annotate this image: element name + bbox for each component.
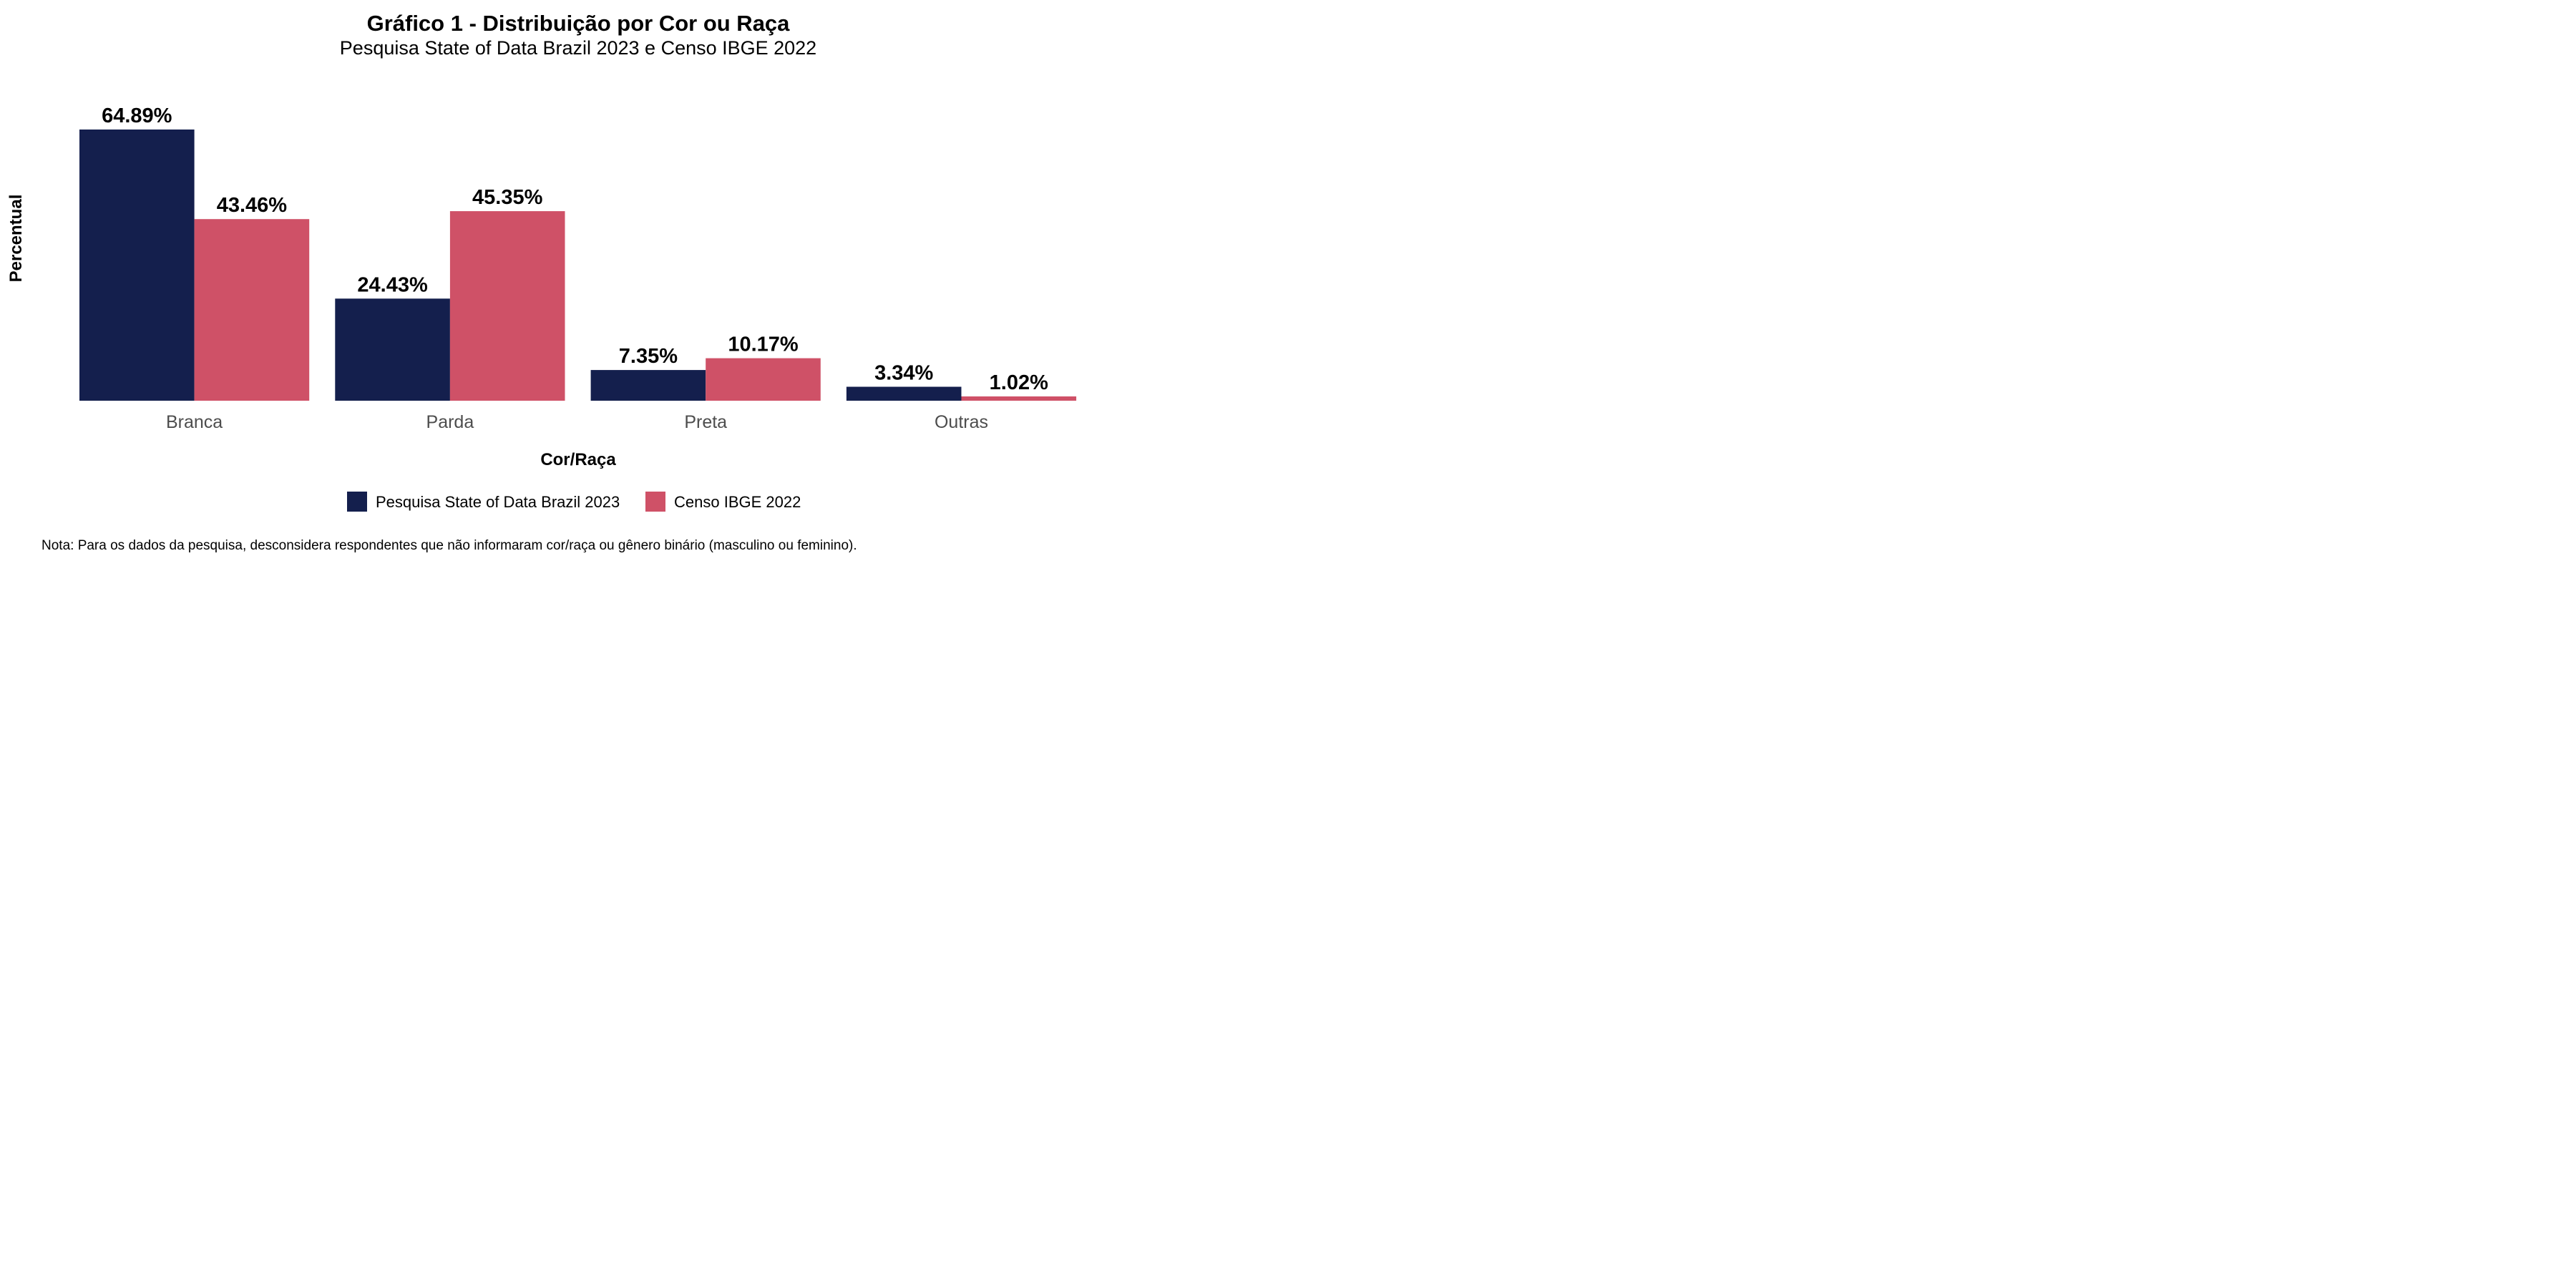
bar-chart: Gráfico 1 - Distribuição por Cor ou Raça… <box>6 11 1077 553</box>
bar-value-label: 24.43% <box>357 273 428 296</box>
bar-outras-series-1 <box>846 386 962 401</box>
bar-parda-series-1 <box>335 298 450 401</box>
bar-value-label: 45.35% <box>472 186 543 209</box>
bar-labels-group: 64.89% 43.46% 24.43% 45.35% 7.35% 10.17% 3.34%… <box>102 104 1048 394</box>
legend-label-series-2: Censo IBGE 2022 <box>674 493 801 511</box>
x-tick-label: Parda <box>426 412 474 432</box>
chart-note: Nota: Para os dados da pesquisa, descons… <box>42 538 857 553</box>
x-tick-label: Preta <box>684 412 727 432</box>
bar-preta-series-2 <box>706 358 821 401</box>
legend-swatch-series-1 <box>347 492 367 512</box>
chart-title: Gráfico 1 - Distribuição por Cor ou Raça <box>367 11 791 36</box>
bar-value-label: 43.46% <box>217 194 288 217</box>
legend: Pesquisa State of Data Brazil 2023 Censo … <box>347 492 801 512</box>
x-tick-labels: Branca Parda Preta Outras <box>166 412 988 432</box>
bar-branca-series-2 <box>194 219 310 401</box>
x-tick-label: Branca <box>166 412 223 432</box>
x-tick-label: Outras <box>935 412 988 432</box>
legend-swatch-series-2 <box>645 492 665 512</box>
bar-value-label: 10.17% <box>728 333 799 356</box>
bars-group <box>79 130 1077 401</box>
chart-subtitle: Pesquisa State of Data Brazil 2023 e Cen… <box>340 37 816 59</box>
bar-parda-series-2 <box>449 211 565 401</box>
x-axis-label: Cor/Raça <box>540 450 616 469</box>
chart-root: Gráfico 1 - Distribuição por Cor ou Raça… <box>0 0 1104 556</box>
bar-value-label: 1.02% <box>990 371 1048 394</box>
bar-value-label: 7.35% <box>619 345 678 368</box>
bar-value-label: 3.34% <box>874 362 933 385</box>
y-axis-label: Percentual <box>6 195 26 283</box>
bar-branca-series-1 <box>79 130 195 401</box>
legend-label-series-1: Pesquisa State of Data Brazil 2023 <box>376 493 620 511</box>
bar-value-label: 64.89% <box>102 104 172 127</box>
bar-outras-series-2 <box>961 396 1077 401</box>
bar-preta-series-1 <box>590 370 706 401</box>
